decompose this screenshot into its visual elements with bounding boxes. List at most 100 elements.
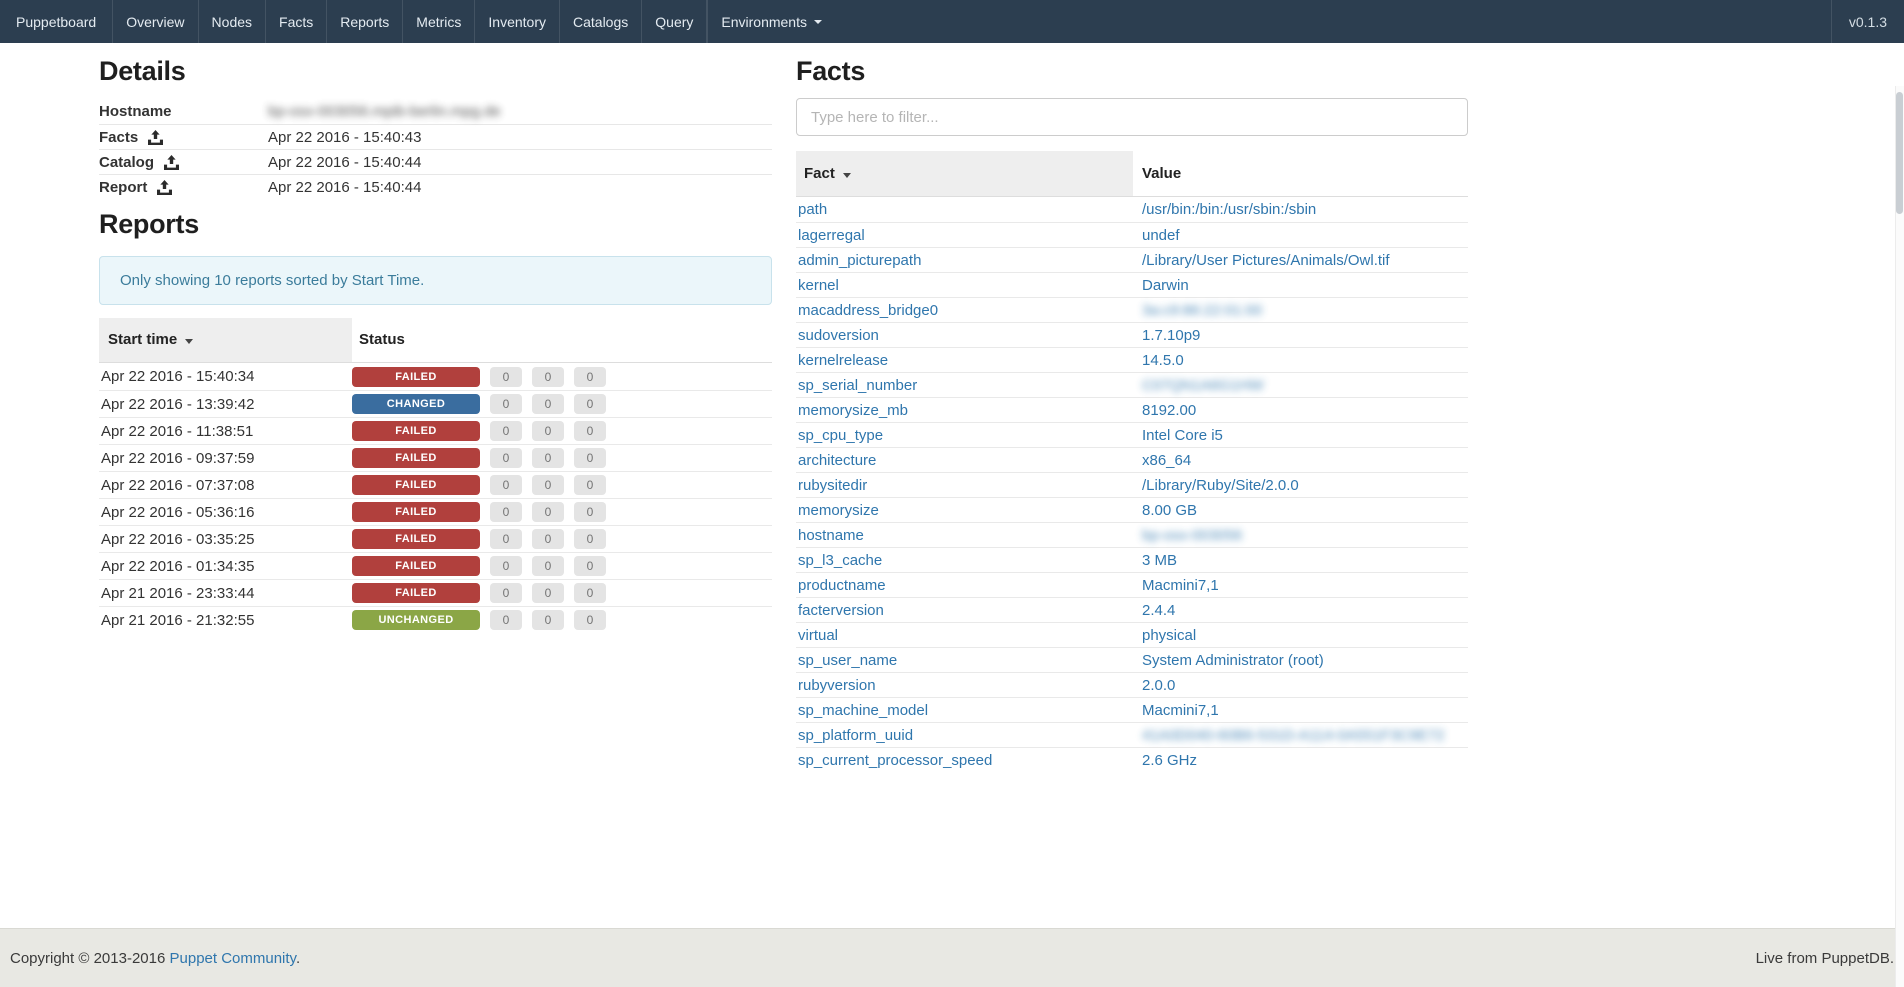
report-start-time: Apr 21 2016 - 23:33:44	[101, 584, 255, 602]
upload-icon[interactable]	[157, 179, 173, 195]
fact-name-link[interactable]: sp_machine_model	[798, 701, 929, 719]
fact-value: 41A0D040-60B6-531D-A114-0A551F3C9E72	[1142, 726, 1445, 744]
fact-row: sp_cpu_type Intel Core i5	[796, 422, 1468, 447]
navbar-item-catalogs[interactable]: Catalogs	[559, 0, 641, 43]
report-count-badge: 0	[532, 448, 564, 468]
fact-value: Macmini7,1	[1142, 576, 1219, 594]
fact-value: System Administrator (root)	[1142, 651, 1324, 669]
fact-name-link[interactable]: rubyversion	[798, 676, 876, 694]
fact-name-link[interactable]: architecture	[798, 451, 877, 469]
fact-value: Intel Core i5	[1142, 426, 1223, 444]
navbar-version: v0.1.3	[1830, 0, 1904, 43]
upload-icon[interactable]	[148, 129, 164, 145]
fact-name-link[interactable]: kernel	[798, 276, 839, 294]
report-count-badge: 0	[532, 366, 564, 387]
report-count-badge: 0	[574, 394, 606, 414]
puppet-community-link[interactable]: Puppet Community	[169, 949, 296, 967]
scrollbar-thumb[interactable]	[1896, 92, 1903, 214]
navbar-item-overview[interactable]: Overview	[112, 0, 197, 43]
details-table: Hostname bp-osx-003056.mpib-berlin.mpg.d…	[99, 99, 772, 199]
report-count-badge: 0	[490, 475, 522, 495]
footer-live-status: Live from PuppetDB.	[1755, 949, 1894, 967]
fact-value: C07QN1A6G1HW	[1142, 376, 1264, 394]
details-row-label: Report	[99, 178, 148, 196]
report-start-time: Apr 22 2016 - 11:38:51	[101, 422, 254, 440]
report-status-badge: FAILED	[352, 502, 480, 522]
report-start-time: Apr 22 2016 - 01:34:35	[101, 557, 255, 575]
fact-name-link[interactable]: admin_picturepath	[798, 251, 922, 269]
navbar-item-metrics[interactable]: Metrics	[402, 0, 474, 43]
fact-name-link[interactable]: sp_current_processor_speed	[798, 751, 993, 769]
facts-filter-input[interactable]	[796, 98, 1468, 136]
fact-name-link[interactable]: sudoversion	[798, 326, 879, 344]
report-count-badge: 0	[532, 556, 564, 576]
main-content: Details Hostname bp-osx-003056.mpib-berl…	[0, 43, 1904, 987]
fact-row: sp_user_name System Administrator (root)	[796, 647, 1468, 672]
fact-row: sp_current_processor_speed 2.6 GHz	[796, 747, 1468, 772]
fact-name-link[interactable]: sp_platform_uuid	[798, 726, 914, 744]
facts-column-value[interactable]: Value	[1142, 165, 1182, 182]
fact-name-link[interactable]: kernelrelease	[798, 351, 889, 369]
fact-row: sudoversion 1.7.10p9	[796, 322, 1468, 347]
fact-value: bp-osx-003056	[1142, 526, 1243, 544]
fact-value: /Library/User Pictures/Animals/Owl.tif	[1142, 251, 1390, 269]
fact-row: admin_picturepath /Library/User Pictures…	[796, 247, 1468, 272]
facts-title: Facts	[796, 56, 866, 86]
caret-down-icon	[842, 173, 851, 178]
report-status-badge: FAILED	[352, 366, 480, 387]
navbar-item-environments[interactable]: Environments	[707, 0, 835, 43]
fact-name-link[interactable]: sp_l3_cache	[798, 551, 883, 569]
report-count-badge: 0	[574, 556, 606, 576]
fact-name-link[interactable]: facterversion	[798, 601, 884, 619]
fact-name-link[interactable]: memorysize_mb	[798, 401, 909, 419]
navbar-item-nodes[interactable]: Nodes	[197, 0, 265, 43]
fact-name-link[interactable]: sp_serial_number	[798, 376, 918, 394]
fact-name-link[interactable]: lagerregal	[798, 226, 865, 244]
reports-column-status[interactable]: Status	[359, 331, 405, 348]
details-row-value: Apr 22 2016 - 15:40:44	[268, 153, 422, 171]
fact-name-link[interactable]: hostname	[798, 526, 864, 544]
report-count-badge: 0	[490, 529, 522, 549]
fact-row: rubysitedir /Library/Ruby/Site/2.0.0	[796, 472, 1468, 497]
page-scrollbar[interactable]	[1895, 86, 1904, 987]
navbar-brand[interactable]: Puppetboard	[16, 13, 97, 30]
report-count-badge: 0	[490, 610, 522, 630]
facts-column-fact[interactable]: Fact	[796, 151, 1133, 196]
upload-icon[interactable]	[164, 154, 180, 170]
fact-name-link[interactable]: sp_user_name	[798, 651, 898, 669]
navbar-item-label: Query	[655, 13, 694, 30]
fact-name-link[interactable]: sp_cpu_type	[798, 426, 884, 444]
fact-row: hostname bp-osx-003056	[796, 522, 1468, 547]
navbar-item-inventory[interactable]: Inventory	[474, 0, 559, 43]
fact-name-link[interactable]: macaddress_bridge0	[798, 301, 939, 319]
fact-name-link[interactable]: rubysitedir	[798, 476, 868, 494]
fact-name-link[interactable]: virtual	[798, 626, 839, 644]
report-start-time: Apr 22 2016 - 03:35:25	[101, 530, 255, 548]
report-status-badge: FAILED	[352, 475, 480, 495]
fact-row: architecture x86_64	[796, 447, 1468, 472]
navbar-item-facts[interactable]: Facts	[265, 0, 326, 43]
navbar-item-reports[interactable]: Reports	[326, 0, 402, 43]
fact-name-link[interactable]: memorysize	[798, 501, 879, 519]
navbar-items: Overview Nodes Facts Reports Metrics Inventor…	[112, 0, 708, 43]
fact-name-link[interactable]: productname	[798, 576, 886, 594]
fact-name-link[interactable]: path	[798, 201, 828, 218]
report-start-time: Apr 22 2016 - 15:40:34	[101, 368, 255, 385]
navbar-item-label: Reports	[340, 13, 390, 30]
footer-copyright: Copyright © 2013-2016 Puppet Community.	[10, 949, 301, 967]
fact-row: macaddress_bridge0 3a:c9:86:22:01:00	[796, 297, 1468, 322]
navbar-item-query[interactable]: Query	[641, 0, 708, 43]
fact-row: productname Macmini7,1	[796, 572, 1468, 597]
reports-column-start-time[interactable]: Start time	[99, 318, 352, 362]
report-start-time: Apr 22 2016 - 05:36:16	[101, 503, 255, 521]
